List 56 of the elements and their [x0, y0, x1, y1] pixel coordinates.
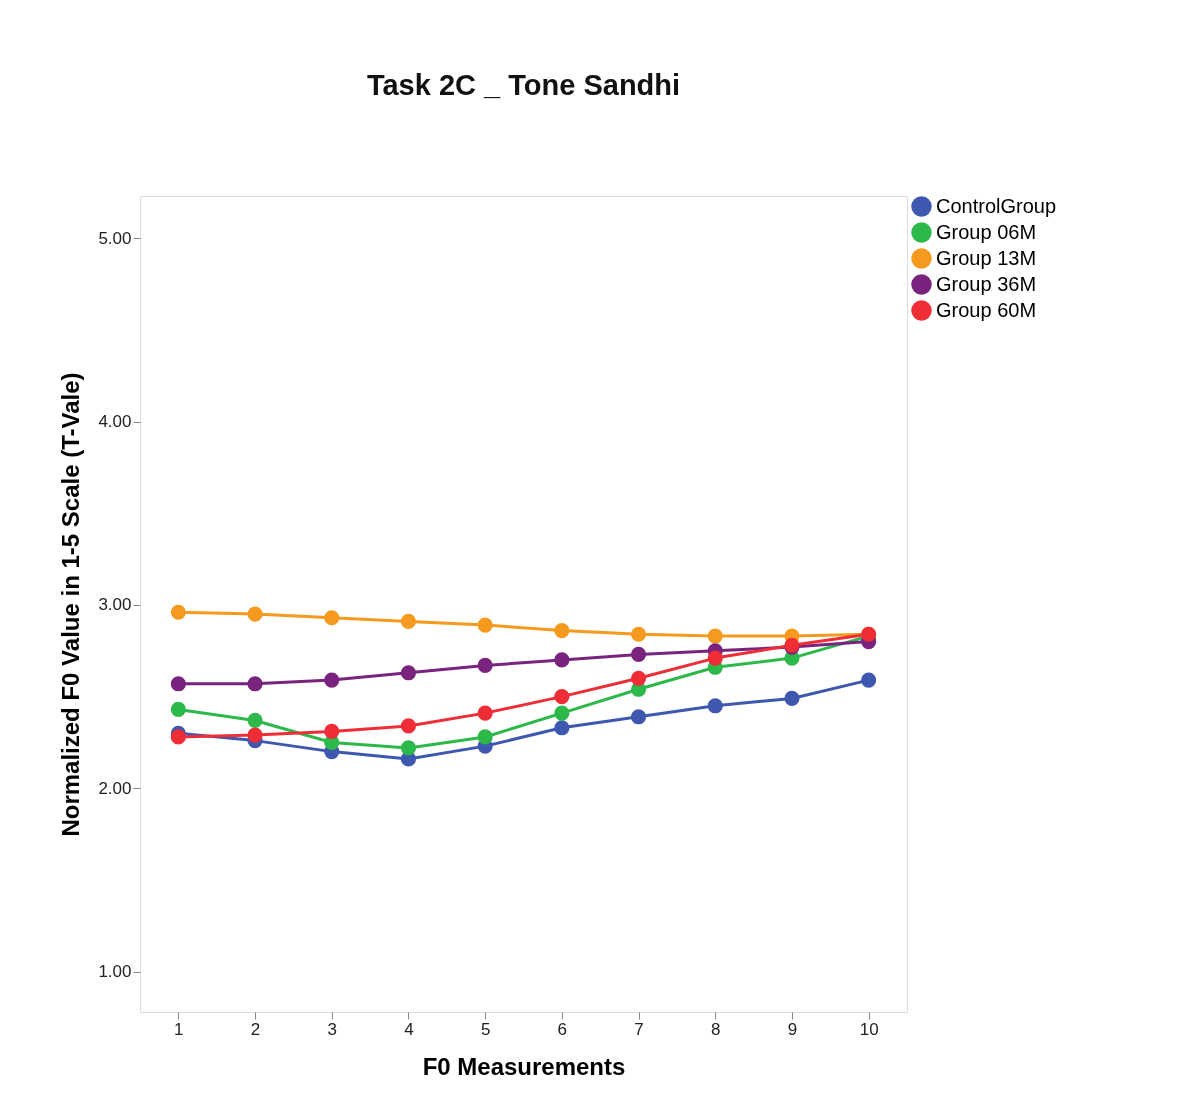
- point: [477, 705, 493, 721]
- point: [630, 709, 647, 725]
- y-tick-label: 4.00: [98, 412, 132, 432]
- point: [707, 698, 723, 714]
- point: [477, 729, 493, 745]
- legend-label: Group 36M: [936, 272, 1037, 295]
- point: [400, 718, 417, 734]
- point: [400, 613, 417, 629]
- point: [400, 665, 417, 681]
- legend-label: ControlGroup: [936, 194, 1057, 217]
- x-tick-label: 6: [557, 1019, 568, 1039]
- point: [554, 623, 570, 639]
- point: [170, 676, 186, 692]
- x-tick-label: 10: [859, 1019, 879, 1039]
- y-tick-label: 5.00: [98, 228, 132, 248]
- point: [170, 604, 186, 620]
- point: [707, 628, 723, 644]
- point: [324, 672, 340, 688]
- point: [554, 689, 570, 705]
- point: [170, 701, 186, 718]
- point: [554, 720, 570, 736]
- legend-label: Group 13M: [936, 246, 1037, 269]
- point: [247, 606, 263, 622]
- x-tick-label: 3: [327, 1019, 337, 1039]
- point: [247, 712, 263, 729]
- point: [630, 646, 647, 662]
- point: [861, 672, 877, 688]
- chart-title: Task 2C _ Tone Sandhi: [366, 69, 681, 101]
- point: [324, 610, 340, 626]
- x-tick-label: 8: [711, 1019, 721, 1039]
- point: [707, 650, 723, 666]
- x-axis-title: F0 Measurements: [422, 1052, 626, 1080]
- point: [247, 676, 263, 692]
- x-tick-label: 1: [174, 1019, 184, 1039]
- point: [554, 705, 570, 721]
- legend-label: Group 60M: [936, 298, 1037, 321]
- y-tick-label: 2.00: [98, 778, 132, 798]
- y-tick-label: 3.00: [98, 595, 132, 615]
- point: [554, 652, 570, 668]
- point: [400, 740, 417, 756]
- x-tick-label: 2: [250, 1019, 261, 1039]
- point: [170, 729, 186, 745]
- x-tick-label: 5: [480, 1019, 491, 1039]
- point: [477, 617, 493, 633]
- x-tick-label: 4: [404, 1019, 414, 1039]
- point: [477, 657, 493, 673]
- y-axis-title: Normalized F0 Value in 1-5 Scale (T-Vale): [57, 372, 85, 837]
- point: [247, 727, 263, 743]
- point: [630, 626, 647, 642]
- point: [324, 723, 340, 740]
- point: [630, 670, 647, 686]
- y-tick-label: 1.00: [98, 962, 132, 982]
- legend-label: Group 06M: [936, 220, 1037, 243]
- point: [784, 690, 800, 706]
- x-tick-label: 7: [634, 1019, 644, 1039]
- x-tick-label: 9: [787, 1019, 798, 1039]
